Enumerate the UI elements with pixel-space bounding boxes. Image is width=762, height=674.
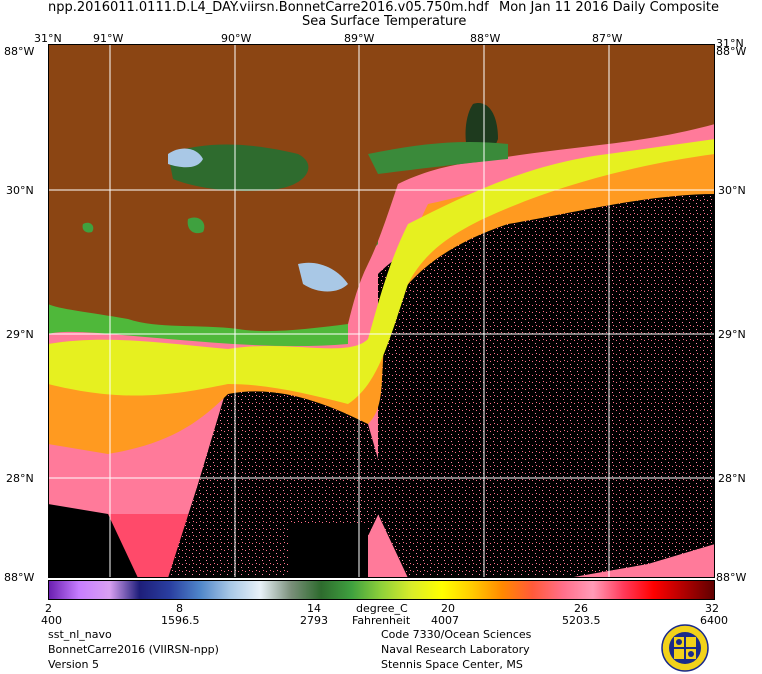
nodata-east	[378, 184, 715, 578]
corner-lat-label-top-right: 31°N	[716, 37, 744, 50]
colorbar-tick-f-2793: 2793	[300, 614, 328, 627]
footer-org-location: Stennis Space Center, MS	[381, 658, 523, 671]
corner-lon-label-bottom-left: 88°W	[4, 571, 35, 584]
lon-label-89w: 89°W	[344, 32, 375, 45]
product-title: Sea Surface Temperature	[302, 14, 467, 29]
lon-label-87w: 87°W	[592, 32, 623, 45]
map-frame	[48, 44, 715, 578]
nodata-west-bottom	[48, 504, 138, 578]
colorbar-tick-f-400: 400	[41, 614, 62, 627]
graticule	[48, 44, 715, 578]
land-mass	[48, 44, 715, 332]
lat-label-left-30n: 30°N	[6, 184, 34, 197]
mississippi-sound	[368, 142, 508, 174]
small-lake-2	[82, 222, 94, 233]
lake-pontchartrain	[168, 144, 309, 191]
lon-label-90w: 90°W	[221, 32, 252, 45]
small-lake-1	[187, 217, 205, 234]
lat-label-right-30n: 30°N	[718, 184, 746, 197]
breton-sound-bluish	[298, 262, 348, 292]
footer-dataset: BonnetCarre2016 (VIIRSN-npp)	[48, 643, 219, 656]
colorbar-tick-c-26: 26	[574, 602, 588, 615]
colorbar-unit-fahrenheit: Fahrenheit	[352, 614, 411, 627]
lat-label-left-28n: 28°N	[6, 472, 34, 485]
colorbar-tick-f-6400: 6400	[700, 614, 728, 627]
nrl-seal-logo	[661, 624, 709, 672]
footer-org-code: Code 7330/Ocean Sciences	[381, 628, 532, 641]
date-title: Mon Jan 11 2016 Daily Composite	[499, 0, 720, 15]
corner-lon-label-bottom-right: 88°W	[716, 571, 747, 584]
nodata-southwest-patch	[288, 524, 368, 578]
lat-label-right-28n: 28°N	[718, 472, 746, 485]
corner-lat-label-top-left: 31°N	[34, 32, 62, 45]
colorbar-tick-f-5203: 5203.5	[562, 614, 601, 627]
colorbar-tick-c-32: 32	[705, 602, 719, 615]
colorbar-tick-c-14: 14	[307, 602, 321, 615]
colorbar-tick-f-1596: 1596.5	[161, 614, 200, 627]
corner-lon-label-right-top: 88°W	[716, 45, 747, 58]
colorbar-tick-f-4007: 4007	[431, 614, 459, 627]
lon-label-88w: 88°W	[470, 32, 501, 45]
colorbar-unit-celsius: degree_C	[356, 602, 408, 615]
colorbar-tick-c-2: 2	[45, 602, 52, 615]
lake-greyblue	[168, 148, 203, 168]
lon-label-91w: 91°W	[93, 32, 124, 45]
green-delta-water	[48, 294, 348, 347]
file-name-title: npp.2016011.0111.D.L4_DAY.viirsn.BonnetC…	[48, 0, 489, 15]
colorbar-tick-c-20: 20	[441, 602, 455, 615]
corner-lon-label-left-top: 88°W	[4, 45, 35, 58]
colorbar-tick-c-8: 8	[176, 602, 183, 615]
lat-label-right-29n: 29°N	[718, 328, 746, 341]
colorbar	[48, 580, 715, 600]
footer-algorithm: sst_nl_navo	[48, 628, 112, 641]
sst-map	[48, 44, 715, 578]
footer-version: Version 5	[48, 658, 99, 671]
lat-label-left-29n: 29°N	[6, 328, 34, 341]
yellow-nearshore	[48, 139, 715, 404]
footer-org-name: Naval Research Laboratory	[381, 643, 530, 656]
